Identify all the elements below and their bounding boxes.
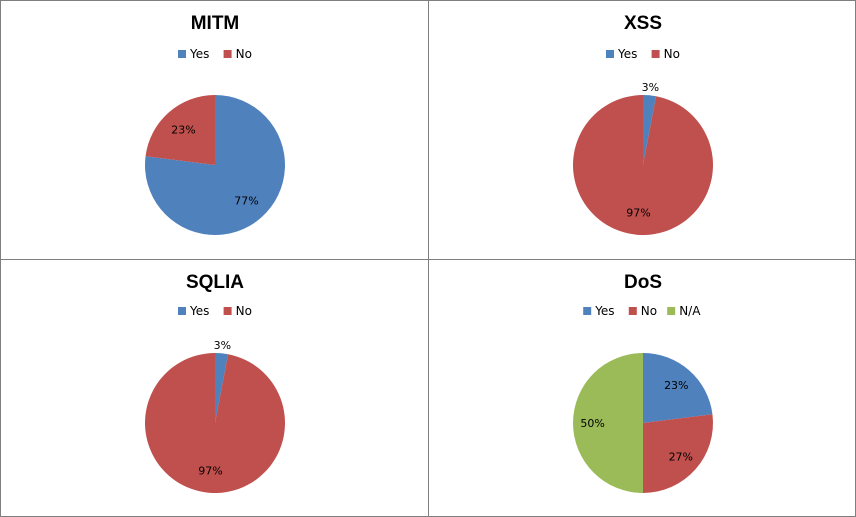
pie-slice-yes (144, 95, 285, 236)
legend-swatch (667, 307, 676, 315)
chart-title: XSS (624, 13, 662, 34)
legend-item-yes: Yes (178, 47, 209, 61)
legend-label: Yes (189, 47, 209, 61)
pie-slice-no (573, 95, 714, 236)
legend-swatch (628, 307, 637, 315)
pie-chart-mitm: MITM Yes No 77% 23% (144, 13, 285, 236)
legend-label: No (664, 47, 680, 61)
pie-slice-n-a (573, 353, 643, 493)
legend-item-no: No (223, 304, 252, 318)
pie-slice-yes (215, 353, 229, 423)
legend-label: No (236, 304, 252, 318)
chart-title: DoS (624, 272, 662, 293)
data-label-yes: 23% (664, 379, 688, 392)
chart-panel-sqlia: SQLIA Yes No 3% 97% (1, 260, 429, 516)
legend-label: Yes (617, 47, 637, 61)
chart-panel-xss: XSS Yes No 3% 97% (429, 1, 855, 260)
data-label-n-a: 50% (580, 417, 604, 430)
legend-label: No (236, 47, 252, 61)
legend-swatch (223, 50, 232, 58)
legend-label: No (641, 304, 657, 318)
legend-swatch (583, 307, 592, 315)
legend-label: N/A (679, 304, 701, 318)
legend-item-yes: Yes (583, 304, 615, 318)
pie-chart-dos: DoS Yes No N/A 23% 27% 50% (573, 272, 714, 493)
data-label-yes: 77% (234, 195, 258, 208)
legend-swatch (606, 50, 614, 58)
pie-slice-no (643, 414, 714, 493)
pie-slice-yes (643, 353, 713, 423)
legend-swatch (178, 50, 186, 58)
legend-item-no: No (628, 304, 657, 318)
data-label-no: 97% (198, 464, 222, 477)
data-label-yes: 3% (214, 339, 231, 352)
legend-swatch (223, 307, 232, 315)
data-label-no: 97% (626, 206, 650, 219)
legend-label: Yes (594, 304, 614, 318)
legend-label: Yes (189, 304, 209, 318)
legend-item-yes: Yes (606, 47, 637, 61)
legend-item-no: No (651, 47, 680, 61)
data-label-no: 27% (669, 450, 693, 463)
pie-slice-no (145, 353, 286, 493)
pie-slice-no (145, 95, 215, 165)
chart-panel-mitm: MITM Yes No 77% 23% (1, 1, 429, 260)
legend-item-no: No (223, 47, 252, 61)
pie-slice-yes (643, 95, 657, 165)
pie-chart-xss: XSS Yes No 3% 97% (573, 13, 714, 236)
pie-chart-sqlia: SQLIA Yes No 3% 97% (145, 272, 286, 493)
legend-swatch (178, 307, 186, 315)
data-label-no: 23% (171, 123, 195, 136)
chart-title: MITM (191, 13, 240, 34)
data-label-yes: 3% (642, 81, 659, 94)
legend-item-n-a: N/A (667, 304, 701, 318)
chart-title: SQLIA (186, 272, 244, 293)
legend-item-yes: Yes (178, 304, 209, 318)
chart-panel-dos: DoS Yes No N/A 23% 27% 50% (429, 260, 855, 516)
legend-swatch (651, 50, 660, 58)
